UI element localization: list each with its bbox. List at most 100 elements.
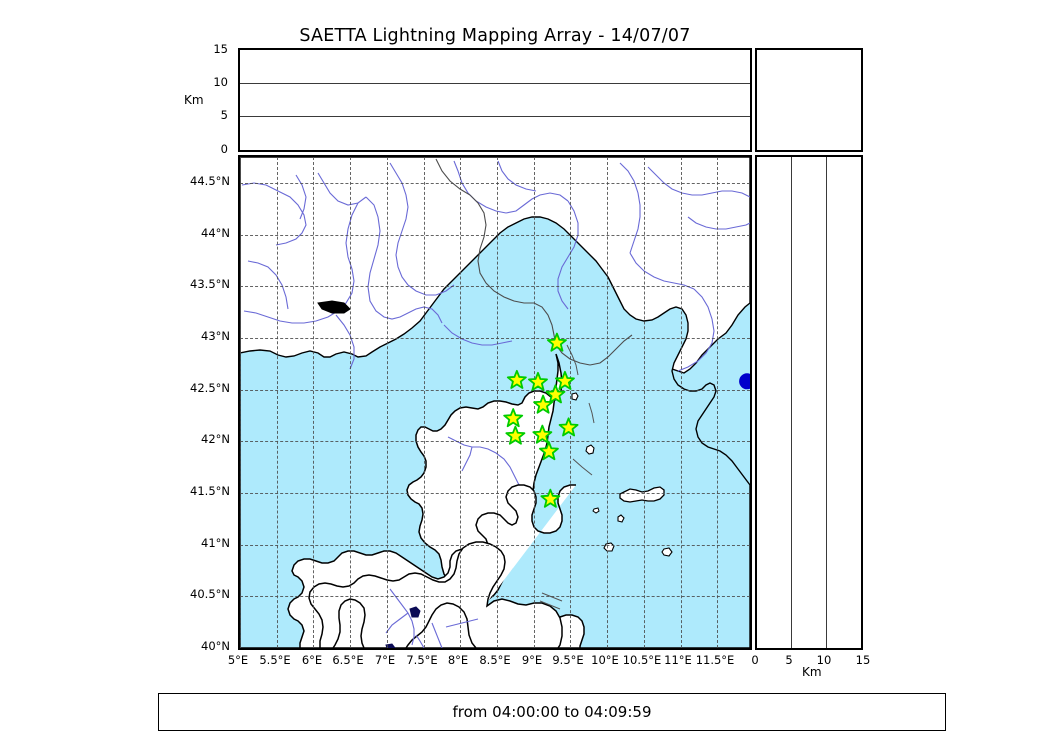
gridline-lon-5 bbox=[240, 157, 241, 648]
tick-lon-11: 11°E bbox=[664, 653, 692, 667]
gridline-lon-10 bbox=[607, 157, 609, 648]
islet-small-1 bbox=[592, 507, 600, 514]
gridline-lon-6.5 bbox=[350, 157, 352, 648]
longitude-altitude-panel[interactable] bbox=[238, 48, 752, 152]
tick-lat-43.5: 43.5°N bbox=[190, 277, 230, 291]
gridline-lat-40 bbox=[240, 647, 750, 648]
tick-right-15: 15 bbox=[855, 653, 871, 667]
gridline-alt-5 bbox=[240, 116, 750, 117]
corner-panel[interactable] bbox=[755, 48, 863, 152]
tick-top-15: 15 bbox=[213, 42, 228, 56]
station-star-marker bbox=[506, 369, 527, 389]
gridline-lat-41 bbox=[240, 544, 750, 546]
coastline-gulf-of-genoa bbox=[240, 216, 750, 648]
tick-lon-10.5: 10.5°E bbox=[622, 653, 662, 667]
tick-lat-41: 41°N bbox=[201, 536, 230, 550]
track-lines-layer bbox=[539, 344, 595, 610]
tick-lon-8: 8°E bbox=[447, 653, 469, 667]
tick-right-5: 5 bbox=[785, 653, 793, 667]
tick-top-5: 5 bbox=[220, 108, 228, 122]
tick-lon-5: 5°E bbox=[227, 653, 249, 667]
landmass-france-italy bbox=[240, 157, 750, 648]
tick-lat-40: 40°N bbox=[201, 639, 230, 653]
tick-lon-10: 10°E bbox=[591, 653, 619, 667]
gridline-lon-8 bbox=[460, 157, 462, 648]
gridline-lat-43 bbox=[240, 337, 750, 339]
vhf-source-dot bbox=[739, 373, 750, 390]
tick-lat-42: 42°N bbox=[201, 432, 230, 446]
gridline-lat-44.5 bbox=[240, 182, 750, 184]
gridline-alt-10 bbox=[240, 83, 750, 84]
gridline-lat-41.5 bbox=[240, 492, 750, 494]
gridline-lon-9.5 bbox=[570, 157, 572, 648]
time-window-caption-box[interactable]: from 04:00:00 to 04:09:59 bbox=[158, 693, 946, 731]
gridline-lon-7.5 bbox=[423, 157, 425, 648]
lake-sardinia-north bbox=[409, 606, 421, 618]
tick-top-0: 0 bbox=[220, 142, 228, 156]
plan-view-map[interactable] bbox=[238, 155, 752, 650]
altitude-latitude-panel[interactable] bbox=[755, 155, 863, 650]
tick-lat-41.5: 41.5°N bbox=[190, 484, 230, 498]
tick-lon-6.5: 6.5°E bbox=[332, 653, 364, 667]
gridline-lon-11 bbox=[680, 157, 682, 648]
tick-lon-5.5: 5.5°E bbox=[259, 653, 291, 667]
gridline-lat-44 bbox=[240, 234, 750, 236]
gridline-lat-43.5 bbox=[240, 286, 750, 288]
axis-label-km-bottom: Km bbox=[802, 665, 822, 679]
tick-right-0: 0 bbox=[751, 653, 759, 667]
tick-lon-9.5: 9.5°E bbox=[552, 653, 584, 667]
station-star-marker bbox=[558, 417, 579, 437]
rivers-sardinia bbox=[385, 588, 479, 648]
rivers-corsica bbox=[447, 436, 523, 490]
tick-lon-8.5: 8.5°E bbox=[479, 653, 511, 667]
tick-top-10: 10 bbox=[213, 75, 228, 89]
island-sardinia bbox=[287, 484, 585, 648]
tick-lon-6: 6°E bbox=[301, 653, 323, 667]
tick-lon-9: 9°E bbox=[521, 653, 543, 667]
station-markers-layer bbox=[503, 332, 750, 508]
time-window-text: from 04:00:00 to 04:09:59 bbox=[452, 703, 652, 721]
gridline-lat-42.5 bbox=[240, 389, 750, 391]
gridline-lon-5.5 bbox=[276, 157, 278, 648]
station-star-marker bbox=[528, 371, 548, 391]
tick-lat-44.5: 44.5°N bbox=[190, 174, 230, 188]
gridline-km-5 bbox=[791, 157, 792, 648]
gridline-lon-11.5 bbox=[717, 157, 719, 648]
island-gorgona bbox=[571, 392, 579, 401]
rivers-layer bbox=[241, 160, 750, 372]
axis-label-km-left: Km bbox=[184, 93, 204, 107]
tick-lon-11.5: 11.5°E bbox=[695, 653, 735, 667]
page-title: SAETTA Lightning Mapping Array - 14/07/0… bbox=[299, 26, 691, 46]
station-star-marker bbox=[538, 441, 559, 461]
island-montecristo bbox=[661, 547, 673, 557]
island-sardinia-body bbox=[308, 541, 563, 648]
island-capraia bbox=[585, 444, 595, 455]
tick-lat-42.5: 42.5°N bbox=[190, 381, 230, 395]
tick-right-10: 10 bbox=[816, 653, 832, 667]
gridline-lon-9 bbox=[533, 157, 535, 648]
island-corsica bbox=[406, 353, 563, 602]
gridline-km-10 bbox=[826, 157, 827, 648]
island-elba bbox=[619, 486, 665, 503]
tick-lon-7: 7°E bbox=[374, 653, 396, 667]
island-giglio bbox=[617, 514, 625, 523]
tick-lat-43: 43°N bbox=[201, 329, 230, 343]
gridline-lon-7 bbox=[386, 157, 388, 648]
lagoon-marker bbox=[317, 300, 351, 314]
station-star-marker bbox=[533, 394, 554, 414]
tick-lon-7.5: 7.5°E bbox=[406, 653, 438, 667]
map-geography bbox=[240, 157, 750, 648]
station-star-marker bbox=[532, 424, 553, 444]
gridline-lon-6 bbox=[313, 157, 315, 648]
tick-lat-44: 44°N bbox=[201, 226, 230, 240]
gridline-lat-40.5 bbox=[240, 596, 750, 598]
station-star-marker bbox=[545, 384, 566, 404]
station-star-marker bbox=[546, 332, 567, 352]
gridline-lon-8.5 bbox=[497, 157, 498, 648]
sea-background bbox=[240, 157, 750, 648]
tick-lat-40.5: 40.5°N bbox=[190, 587, 230, 601]
gridline-lon-10.5 bbox=[643, 157, 645, 648]
gridline-lat-42 bbox=[240, 441, 750, 443]
station-star-marker bbox=[503, 408, 524, 428]
